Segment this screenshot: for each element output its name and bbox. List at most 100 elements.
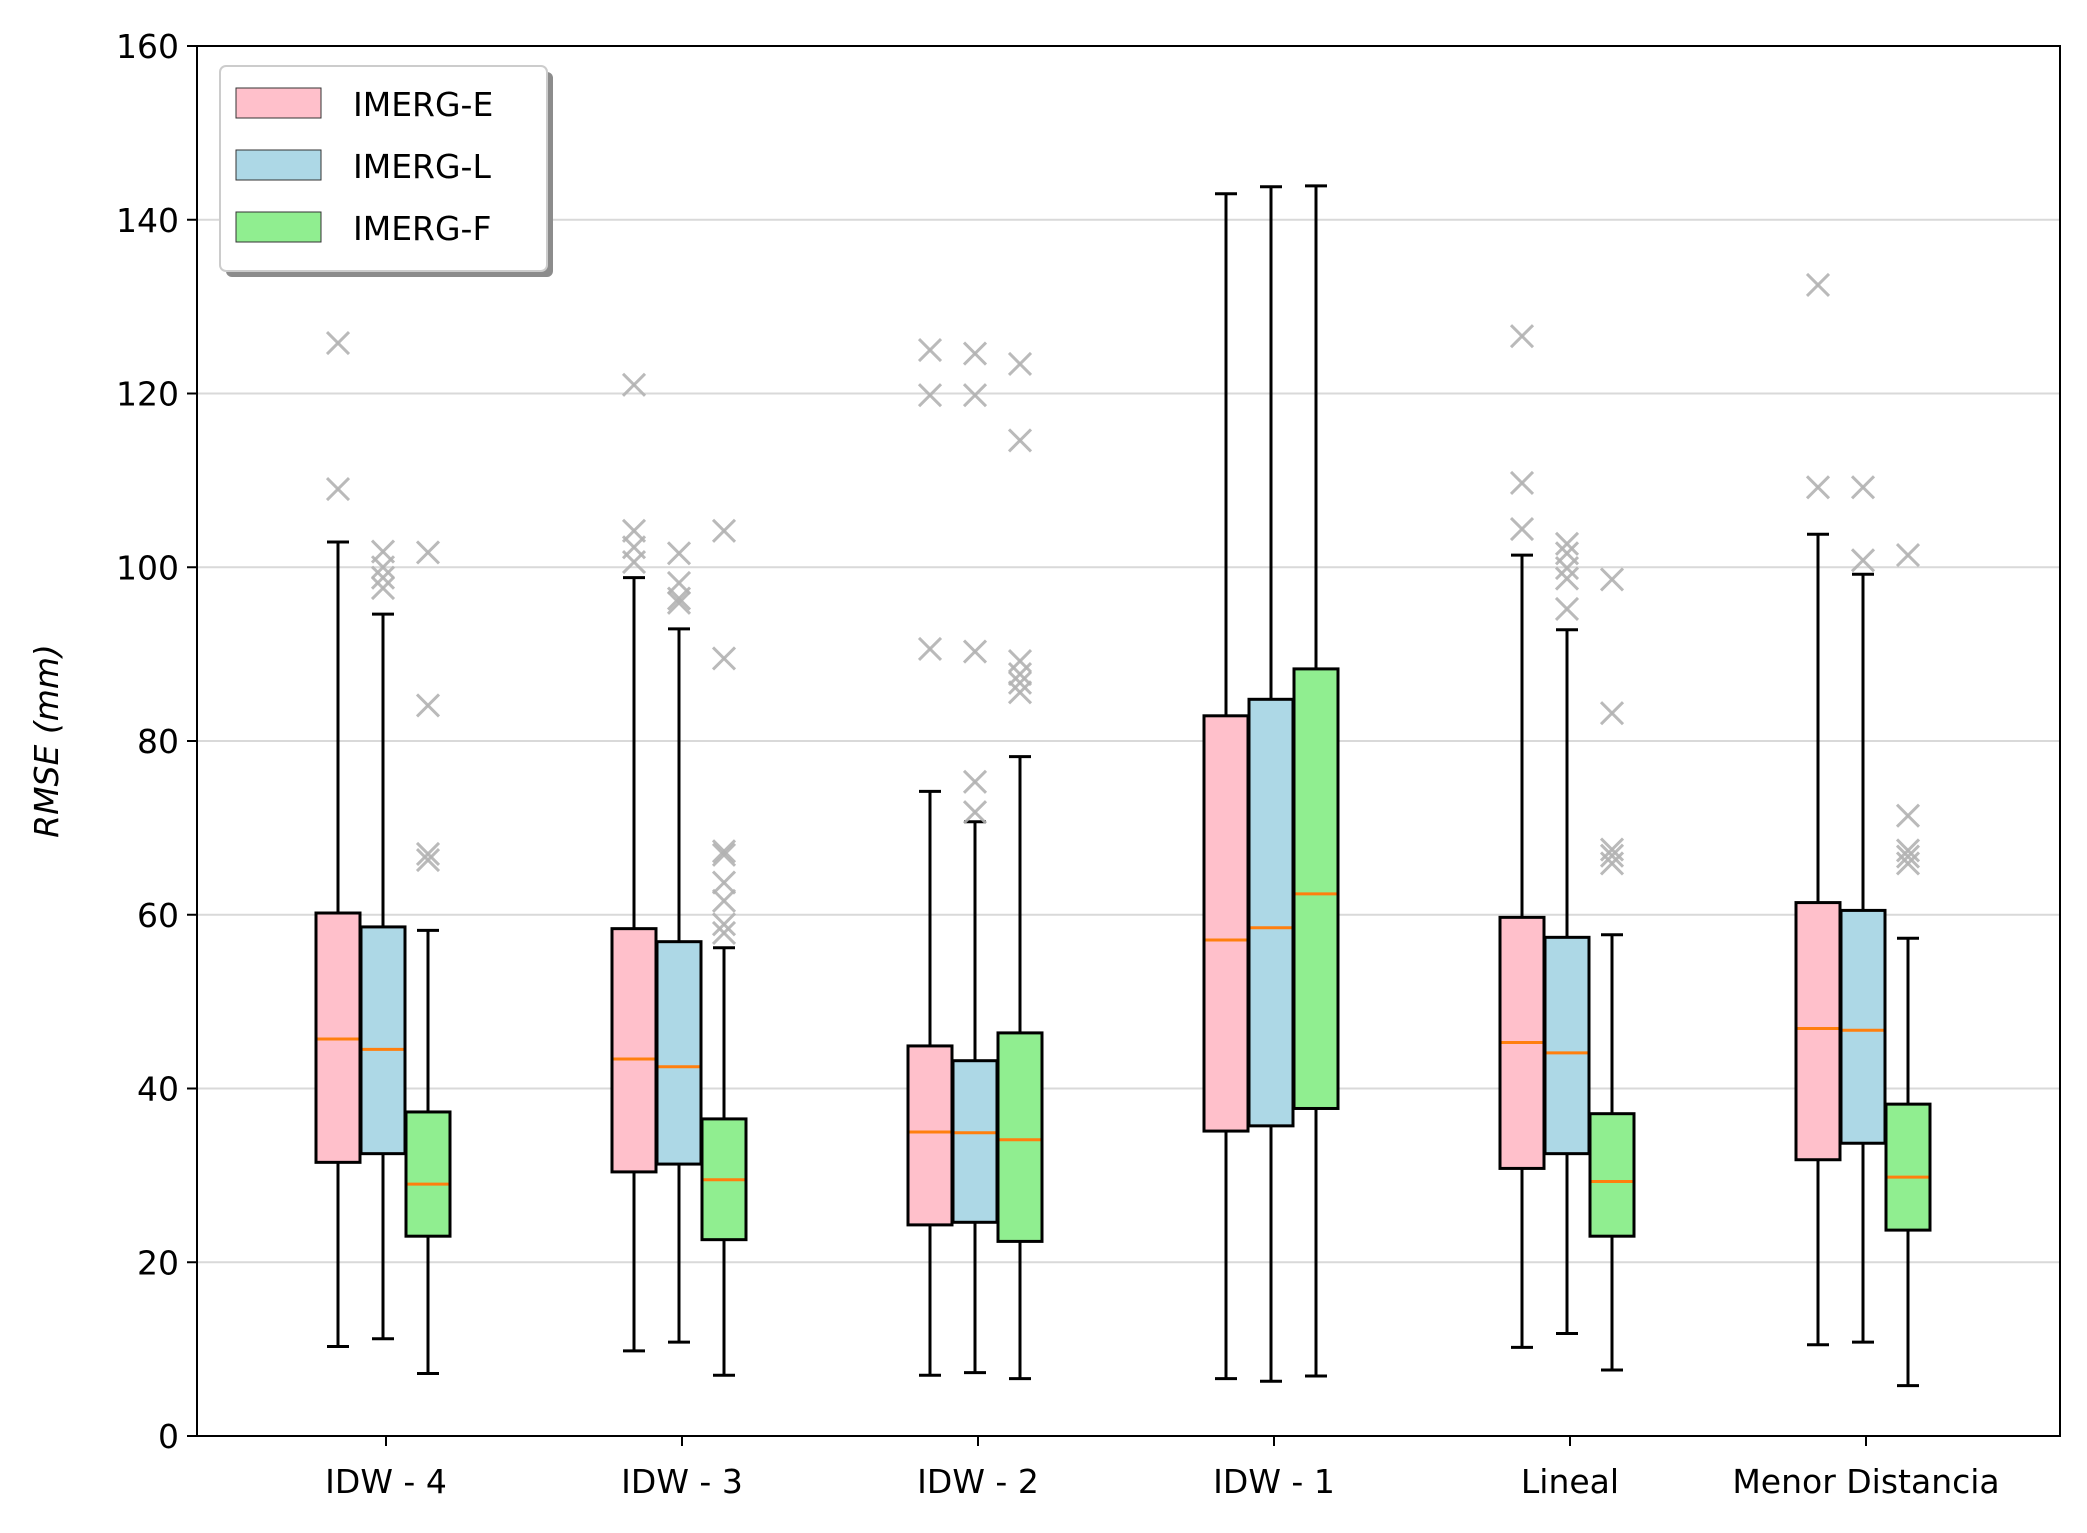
outlier-marker — [711, 920, 737, 946]
outlier-marker — [1805, 272, 1831, 297]
legend-swatch-imerg-e — [235, 87, 322, 119]
outlier-marker — [666, 541, 692, 566]
outlier-marker — [1895, 543, 1921, 568]
outlier-marker — [962, 341, 988, 366]
outlier-stroke — [917, 383, 943, 408]
outlier-marker — [1554, 541, 1580, 566]
outlier-marker — [1007, 680, 1033, 705]
outlier-stroke — [711, 646, 737, 671]
outlier-marker — [711, 912, 737, 937]
box-iqr — [1588, 1112, 1636, 1238]
box-iqr — [1292, 667, 1340, 1110]
outlier-stroke — [370, 539, 396, 564]
box-iqr — [951, 1059, 999, 1224]
outlier-stroke — [415, 841, 441, 866]
outlier-stroke — [415, 847, 441, 873]
box-series — [314, 184, 1932, 1388]
outlier-stroke — [1599, 701, 1625, 726]
outlier-marker — [621, 518, 647, 543]
series-imerg-e — [314, 192, 1842, 1381]
outlier-stroke — [1007, 649, 1033, 674]
box-iqr — [1884, 1102, 1932, 1232]
outlier-marker — [711, 870, 737, 895]
outlier-stroke — [711, 888, 737, 913]
outlier-stroke — [415, 693, 441, 718]
outlier-stroke — [1509, 324, 1535, 349]
outlier-marker — [1850, 548, 1876, 573]
box-imerg-f-1 — [700, 518, 748, 1377]
y-tick-label: 140 — [116, 201, 179, 240]
box-iqr — [1794, 901, 1842, 1162]
outlier-marker — [962, 769, 988, 794]
outlier-stroke — [1554, 566, 1580, 591]
y-tick-label: 80 — [137, 722, 179, 761]
outlier-stroke — [1895, 838, 1921, 863]
outlier-stroke — [1599, 837, 1625, 862]
outlier-marker — [1599, 701, 1625, 726]
legend-swatch-imerg-l — [235, 149, 322, 181]
outlier-marker — [1554, 566, 1580, 591]
box-iqr — [1543, 935, 1591, 1156]
y-tick-label: 160 — [116, 27, 179, 66]
x-tick-label: IDW - 2 — [917, 1462, 1039, 1501]
outlier-stroke — [711, 842, 737, 867]
outlier-stroke — [962, 800, 988, 825]
outlier-stroke — [962, 341, 988, 366]
outlier-marker — [1895, 803, 1921, 828]
outlier-stroke — [962, 769, 988, 794]
outlier-marker — [621, 372, 647, 397]
outlier-stroke — [1509, 516, 1535, 542]
y-axis-title: RMSE (mm) — [27, 644, 66, 838]
series-imerg-f — [404, 184, 1932, 1388]
box-iqr — [1839, 908, 1887, 1145]
outlier-marker — [325, 331, 351, 356]
outlier-marker — [1554, 596, 1580, 622]
outlier-stroke — [666, 590, 692, 615]
outlier-stroke — [917, 636, 943, 661]
outlier-marker — [1007, 649, 1033, 674]
legend-label: IMERG-E — [353, 85, 493, 124]
outlier-stroke — [711, 518, 737, 543]
outlier-stroke — [1599, 843, 1625, 868]
outlier-stroke — [1554, 541, 1580, 566]
outlier-stroke — [1895, 543, 1921, 568]
outlier-stroke — [711, 912, 737, 937]
legend-label: IMERG-F — [353, 209, 491, 248]
box-imerg-f-3 — [1292, 184, 1340, 1378]
outlier-stroke — [1554, 596, 1580, 622]
outlier-stroke — [1007, 428, 1033, 453]
box-imerg-l-2 — [951, 341, 999, 1375]
box-imerg-f-2 — [996, 351, 1044, 1381]
outlier-marker — [666, 590, 692, 615]
outlier-stroke — [1850, 548, 1876, 573]
outlier-stroke — [1805, 475, 1831, 500]
outlier-marker — [1509, 470, 1535, 496]
outlier-marker — [711, 839, 737, 864]
y-tick-label: 0 — [158, 1417, 179, 1456]
legend: IMERG-E IMERG-L IMERG-F — [219, 65, 553, 277]
box-imerg-f-5 — [1884, 543, 1932, 1388]
outlier-stroke — [621, 372, 647, 397]
y-tick-label: 100 — [116, 548, 179, 587]
outlier-stroke — [370, 576, 396, 601]
outlier-marker — [1007, 428, 1033, 453]
outlier-stroke — [415, 540, 441, 565]
outlier-marker — [1895, 838, 1921, 863]
box-imerg-l-1 — [655, 541, 703, 1344]
outlier-marker — [666, 570, 692, 595]
x-tick-label: IDW - 4 — [325, 1462, 447, 1501]
outlier-stroke — [666, 541, 692, 566]
outlier-marker — [1599, 843, 1625, 868]
legend-swatch-imerg-f — [235, 211, 322, 243]
outlier-marker — [415, 540, 441, 565]
outlier-stroke — [917, 338, 943, 363]
outlier-marker — [917, 636, 943, 661]
outlier-marker — [711, 888, 737, 913]
outlier-stroke — [666, 570, 692, 595]
outlier-stroke — [1007, 351, 1033, 377]
outlier-marker — [1805, 475, 1831, 500]
box-imerg-e-2 — [906, 338, 954, 1377]
box-iqr — [655, 940, 703, 1166]
outlier-stroke — [1895, 844, 1921, 869]
